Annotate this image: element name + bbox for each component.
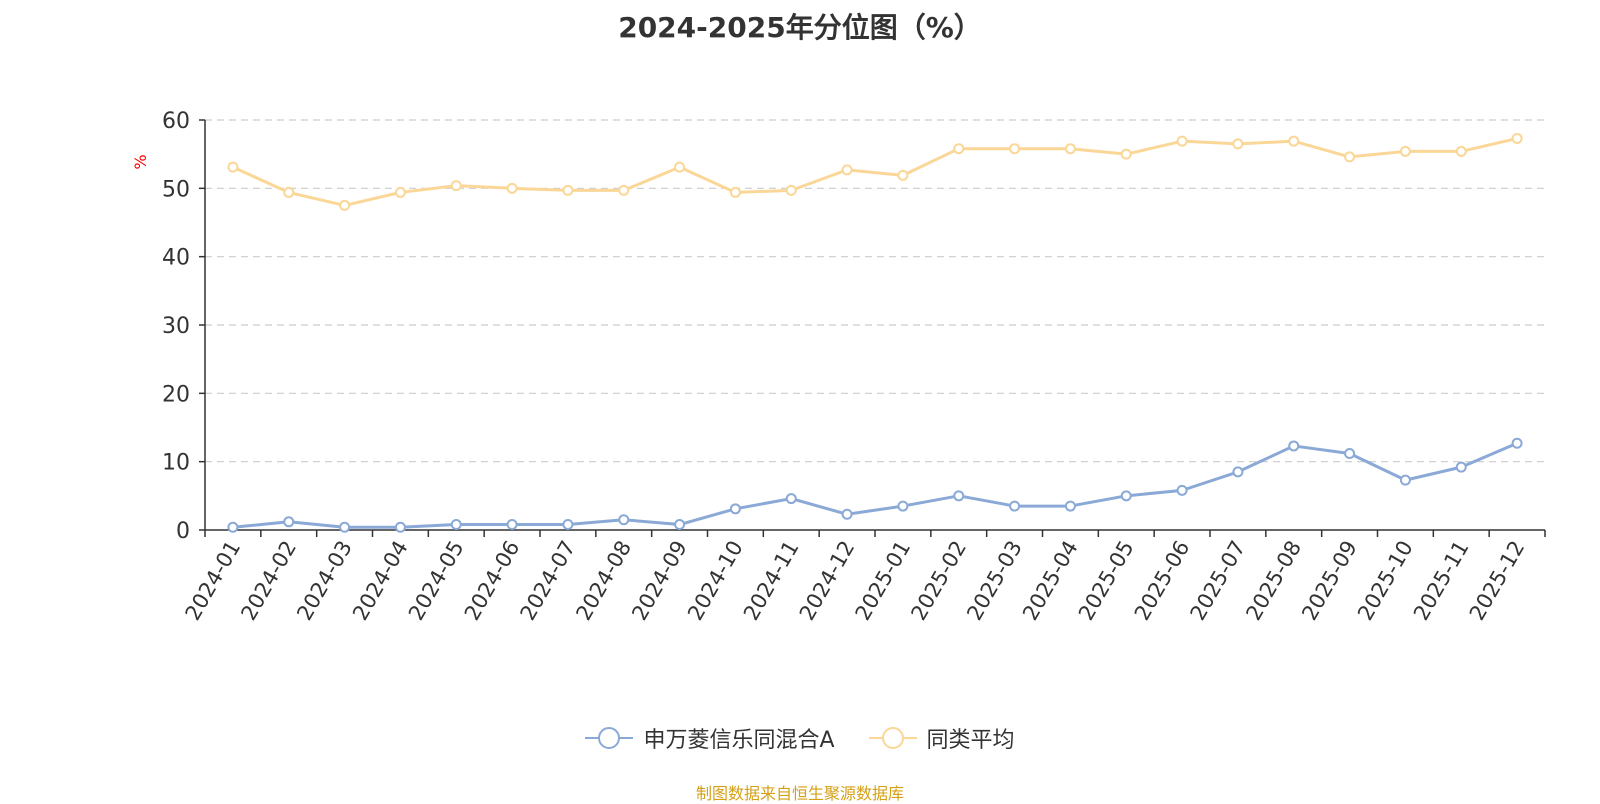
data-point (1455, 145, 1467, 157)
x-tick-label: 2024-07 (516, 537, 581, 625)
data-point (897, 500, 909, 512)
data-point (1399, 474, 1411, 486)
data-point (1288, 135, 1300, 147)
y-tick-label: 60 (162, 109, 190, 134)
data-point (1288, 440, 1300, 452)
data-point (1064, 143, 1076, 155)
data-point (729, 186, 741, 198)
data-point (1344, 447, 1356, 459)
data-point (618, 514, 630, 526)
data-point (227, 521, 239, 533)
source-note: 制图数据来自恒生聚源数据库 (695, 784, 904, 803)
x-tick-label: 2025-12 (1465, 537, 1530, 625)
legend-item[interactable]: 同类平均 (868, 722, 1015, 754)
data-point (841, 508, 853, 520)
x-tick-label: 2025-05 (1074, 537, 1139, 625)
legend-label: 申万菱信乐同混合A (643, 728, 835, 753)
series-line (232, 441, 1518, 529)
chart-title: 2024-2025年分位图（%） (618, 11, 982, 44)
x-tick-label: 2024-04 (348, 537, 413, 625)
y-tick-label: 10 (162, 451, 190, 476)
x-tick-label: 2024-10 (683, 537, 748, 625)
data-point (1511, 132, 1523, 144)
data-point (1232, 138, 1244, 150)
y-axis-label: % (131, 154, 150, 169)
x-tick-label: 2024-11 (739, 537, 804, 625)
data-point (562, 519, 574, 531)
data-point (897, 169, 909, 181)
x-tick-label: 2024-08 (571, 537, 636, 625)
data-point (339, 199, 351, 211)
data-point (506, 182, 518, 194)
x-tick-label: 2024-01 (181, 537, 246, 625)
series-line (232, 136, 1518, 207)
data-point (1399, 145, 1411, 157)
y-tick-label: 50 (162, 177, 190, 202)
data-point (953, 490, 965, 502)
x-tick-label: 2025-02 (906, 537, 971, 625)
x-tick-label: 2025-03 (962, 536, 1027, 624)
data-point (1120, 148, 1132, 160)
data-point (1120, 490, 1132, 502)
data-point (1176, 135, 1188, 147)
x-tick-label: 2024-09 (627, 537, 692, 625)
data-point (729, 503, 741, 515)
y-tick-label: 0 (176, 519, 190, 544)
x-tick-label: 2025-01 (851, 537, 916, 625)
data-point (227, 161, 239, 173)
data-point (450, 180, 462, 192)
legend-swatch-marker (598, 727, 621, 749)
data-point (953, 143, 965, 155)
x-tick-label: 2024-12 (795, 537, 860, 625)
data-point (1344, 151, 1356, 163)
y-tick-label: 20 (162, 382, 190, 407)
data-point (283, 186, 295, 198)
data-point (1455, 461, 1467, 473)
x-tick-label: 2024-05 (404, 537, 469, 625)
x-tick-label: 2025-06 (1130, 537, 1195, 625)
y-tick-label: 30 (162, 314, 190, 339)
data-point (674, 519, 686, 531)
x-tick-label: 2024-03 (292, 537, 357, 625)
data-point (674, 161, 686, 173)
legend: 申万菱信乐同混合A 同类平均 (0, 722, 1600, 754)
data-point (1232, 466, 1244, 478)
data-point (394, 521, 406, 533)
data-point (394, 186, 406, 198)
data-point (1009, 143, 1021, 155)
y-tick-label: 40 (162, 246, 190, 271)
data-point (1009, 500, 1021, 512)
x-tick-label: 2024-02 (236, 537, 301, 625)
data-point (283, 516, 295, 528)
legend-swatch (868, 727, 917, 749)
x-tick-label: 2025-09 (1297, 537, 1362, 625)
data-point (450, 519, 462, 531)
data-point (618, 184, 630, 196)
legend-item[interactable]: 申万菱信乐同混合A (585, 722, 835, 754)
x-tick-label: 2025-10 (1353, 537, 1418, 625)
x-tick-label: 2024-06 (460, 537, 525, 625)
x-tick-label: 2025-11 (1409, 537, 1474, 625)
x-tick-label: 2025-07 (1186, 537, 1251, 625)
x-tick-label: 2025-04 (1018, 537, 1083, 625)
series-lines (227, 132, 1523, 533)
data-point (1511, 437, 1523, 449)
data-point (562, 184, 574, 196)
legend-label: 同类平均 (926, 728, 1015, 753)
legend-swatch-marker (881, 727, 904, 749)
data-point (1064, 500, 1076, 512)
data-point (841, 164, 853, 176)
data-point (785, 493, 797, 505)
x-tick-label: 2025-08 (1241, 537, 1306, 625)
data-point (1176, 484, 1188, 496)
axes: 01020304050602024-012024-022024-032024-0… (162, 109, 1546, 625)
legend-swatch (585, 727, 634, 749)
data-point (506, 519, 518, 531)
grid-lines (205, 119, 1545, 463)
data-point (339, 521, 351, 533)
data-point (785, 184, 797, 196)
